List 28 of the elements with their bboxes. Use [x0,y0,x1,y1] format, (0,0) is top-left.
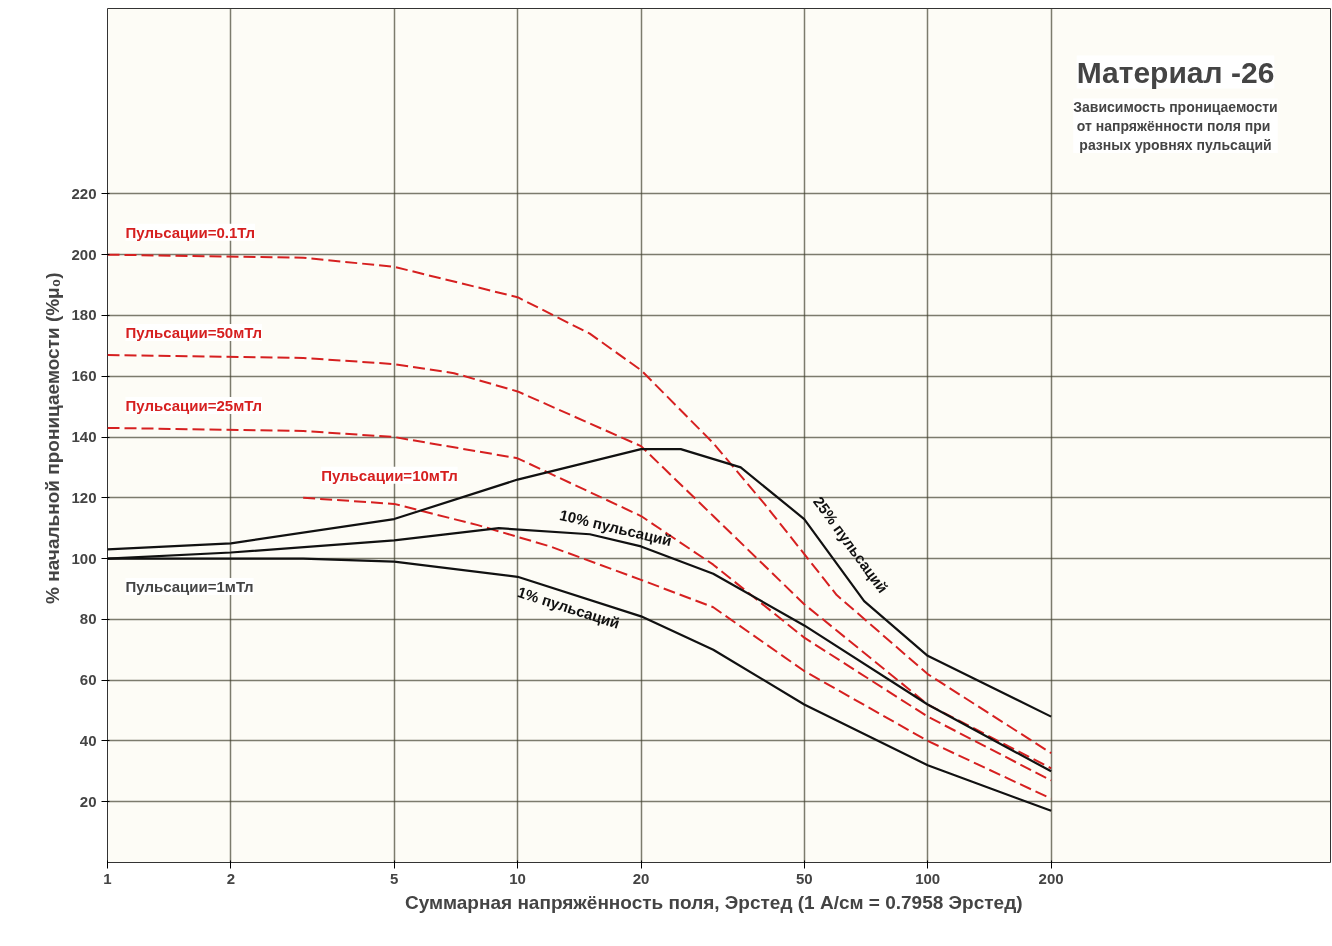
series-label: Пульсации=0.1Тл [125,223,256,241]
y-tick-label: 40 [79,731,97,749]
y-tick-label: 20 [79,792,97,810]
series-label: Пульсации=25мТл [125,396,262,414]
y-tick-label: 80 [79,610,97,628]
x-axis-title: Суммарная напряжённость поля, Эрстед (1 А/см = 0.7958 Эрстед) [404,891,1023,913]
x-tick-label: 10 [509,869,526,887]
y-tick-label: 160 [71,367,97,385]
x-tick-label: 2 [226,869,236,887]
y-tick-label: 120 [71,488,97,506]
text: Зависимость проницаемости от напряжённости поля при разных уровнях пульсаций [1073,98,1278,153]
y-tick-label: 180 [71,306,97,324]
series-label: Пульсации=10мТл [321,466,458,484]
annotation: Пульсации=1мТл [125,578,254,596]
x-tick-label: 5 [389,869,399,887]
y-tick-label: 140 [71,428,97,446]
y-tick-label: 100 [71,549,97,567]
y-axis-title: % начальной проницаемости (%μ₀) [42,272,64,604]
series-label: Пульсации=50мТл [125,323,262,341]
y-tick-label: 220 [71,184,97,202]
x-tick-label: 100 [915,869,941,887]
x-tick-label: 20 [632,869,650,887]
x-tick-label: 50 [795,869,813,887]
y-tick-label: 60 [79,671,97,689]
x-tick-label: 1 [103,869,112,887]
text: Материал -26 [1076,55,1275,89]
x-tick-label: 200 [1038,869,1064,887]
y-tick-label: 200 [71,245,97,263]
